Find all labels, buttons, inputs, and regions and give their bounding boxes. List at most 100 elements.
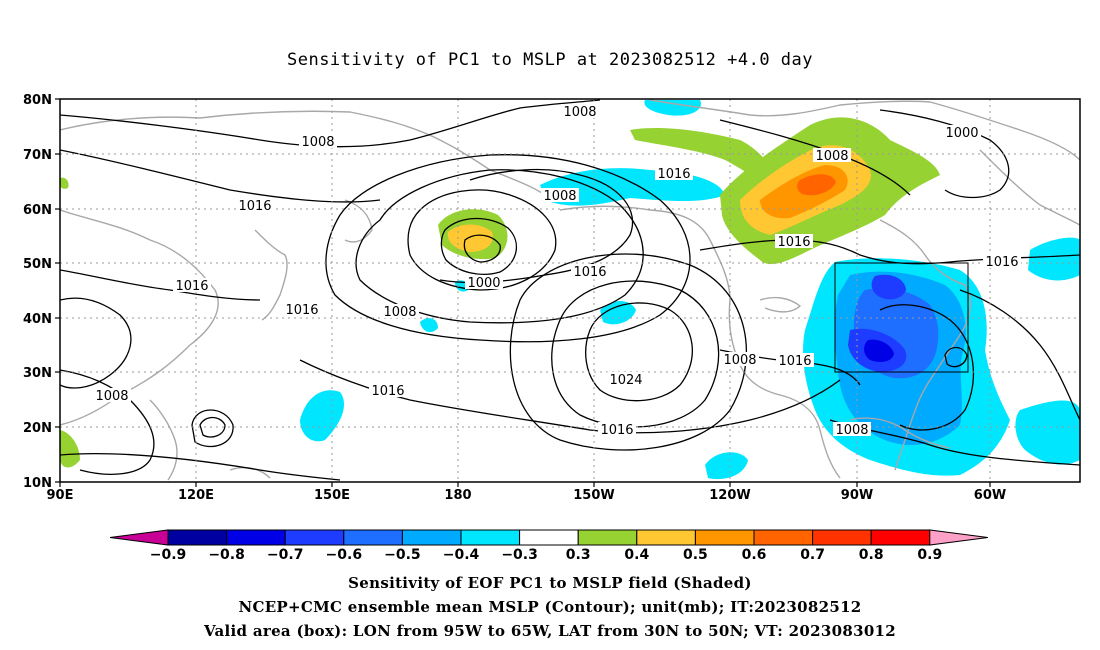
shade-region-dateline-pos-mid [447, 224, 493, 252]
colorbar-label: −0.8 [208, 547, 245, 563]
lat-tick-label: 80N [23, 93, 52, 108]
lon-tick-label: 150W [573, 488, 614, 503]
contour-1016-atl [959, 289, 1080, 421]
shade-region-small-neg [420, 318, 438, 333]
colorbar-label: −0.4 [443, 547, 480, 563]
colorbar-swatch [284, 529, 345, 546]
colorbar-label: −0.7 [267, 547, 304, 563]
contour-label: 1016 [371, 384, 404, 399]
contour-1016-asia [60, 269, 261, 301]
shade-region-neg-north [871, 274, 906, 300]
colorbar: −0.9 −0.8 −0.7 −0.6 −0.5 −0.4 −0.3 0.3 0.4 0.5 0.6… [109, 529, 988, 563]
lat-tick-label: 60N [23, 203, 52, 218]
coastline-japan [254, 229, 288, 321]
contour-label-bg [655, 166, 693, 180]
colorbar-swatch [753, 529, 814, 546]
colorbar-swatch [577, 529, 638, 546]
contour-label: 1008 [723, 353, 756, 368]
lon-tick-label: 90E [47, 488, 74, 503]
contour-1016-pac [325, 154, 691, 343]
lat-tick-label: 70N [23, 148, 52, 163]
contour-label-bg [813, 148, 851, 162]
colorbar-label: 0.8 [859, 547, 884, 563]
contour-label-bg [571, 264, 609, 278]
contour-typhoon-2 [191, 409, 234, 448]
colorbar-label: 0.5 [683, 547, 708, 563]
valid-area-box [834, 262, 969, 373]
contour-label-bg [283, 302, 321, 316]
colorbar-swatch [226, 529, 286, 546]
contour-1024-high [585, 302, 693, 402]
contour-label-bg [561, 104, 599, 118]
contour-label: 1016 [657, 167, 690, 182]
contour-label-bg [93, 388, 131, 402]
contour-atl-low [944, 346, 968, 368]
colorbar-swatch [636, 529, 696, 546]
contour-label: 1008 [543, 189, 576, 204]
colorbar-label: 0.9 [917, 547, 942, 563]
contour-label-bg [607, 372, 645, 386]
contour-label: 1024 [609, 373, 642, 388]
shade-region-arctic-neg [644, 100, 701, 116]
coastline-arctic-canada [649, 99, 1080, 161]
caption-line-1: Sensitivity of EOF PC1 to MSLP field (Sh… [348, 574, 752, 592]
shade-region-india-pos [60, 430, 80, 468]
shade-region-tiny-pos [60, 177, 69, 189]
contour-1000-low [440, 217, 518, 275]
shade-region-wpac-neg [300, 390, 345, 442]
contour-label-bg [173, 278, 211, 292]
coastline-greenland [979, 149, 1080, 226]
contour-label-bg [721, 352, 759, 366]
contour-label-bg [775, 234, 813, 248]
contour-1016-north [60, 149, 381, 203]
colorbar-label: 0.3 [566, 547, 591, 563]
contour-label: 1008 [95, 389, 128, 404]
shade-region-neg-low-east [1015, 400, 1080, 465]
colorbar-swatch [343, 529, 403, 546]
contour-label: 1016 [778, 354, 811, 369]
contour-label: 1000 [467, 276, 500, 291]
contour-label-bg [833, 422, 871, 436]
contour-label: 1016 [600, 423, 633, 438]
colorbar-label: −0.9 [150, 547, 187, 563]
colorbar-swatch [694, 529, 755, 546]
contour-label-bg [983, 254, 1021, 268]
contour-label-bg [369, 383, 407, 397]
colorbar-label: 0.6 [742, 547, 767, 563]
latitude-axis: 80N 70N 60N 50N 40N 30N 20N 10N [23, 93, 60, 491]
lat-tick-label: 10N [23, 476, 52, 491]
contour-1012-atl [879, 304, 975, 431]
contour-label-bg [943, 125, 981, 139]
caption-line-3: Valid area (box): LON from 95W to 65W, L… [203, 622, 897, 640]
lat-tick-label: 40N [23, 312, 52, 327]
contour-typhoon-1 [199, 416, 226, 438]
shade-region-neg-low-ne [1028, 237, 1080, 281]
lon-tick-label: 90W [841, 488, 873, 503]
contour-1008-pac [439, 168, 634, 284]
colorbar-swatch [167, 529, 228, 546]
colorbar-swatch [401, 529, 462, 546]
map-frame [59, 98, 1081, 483]
coastline-kamchatka [344, 199, 373, 243]
coastline-philippines [149, 399, 178, 481]
lat-tick-label: 30N [23, 366, 52, 381]
colorbar-swatch [519, 529, 579, 546]
sensitivity-shading [60, 100, 1080, 480]
graticule [60, 99, 1080, 482]
contour-label: 1008 [301, 135, 334, 150]
contour-label-bg [541, 188, 579, 202]
colorbar-label: −0.3 [501, 547, 538, 563]
contour-1004-low [407, 189, 557, 291]
contour-1008-north [60, 99, 601, 148]
contour-1012-pac [355, 169, 644, 324]
coastline-caribbean [849, 417, 951, 449]
contour-label: 1016 [175, 279, 208, 294]
contour-996-low [463, 234, 501, 263]
contour-label: 1008 [815, 149, 848, 164]
coastline-great-lakes [759, 296, 802, 313]
colorbar-label: −0.6 [326, 547, 363, 563]
lon-tick-label: 120E [178, 488, 214, 503]
colorbar-swatch [812, 529, 872, 546]
shade-region-canada-pos-core [797, 174, 836, 196]
